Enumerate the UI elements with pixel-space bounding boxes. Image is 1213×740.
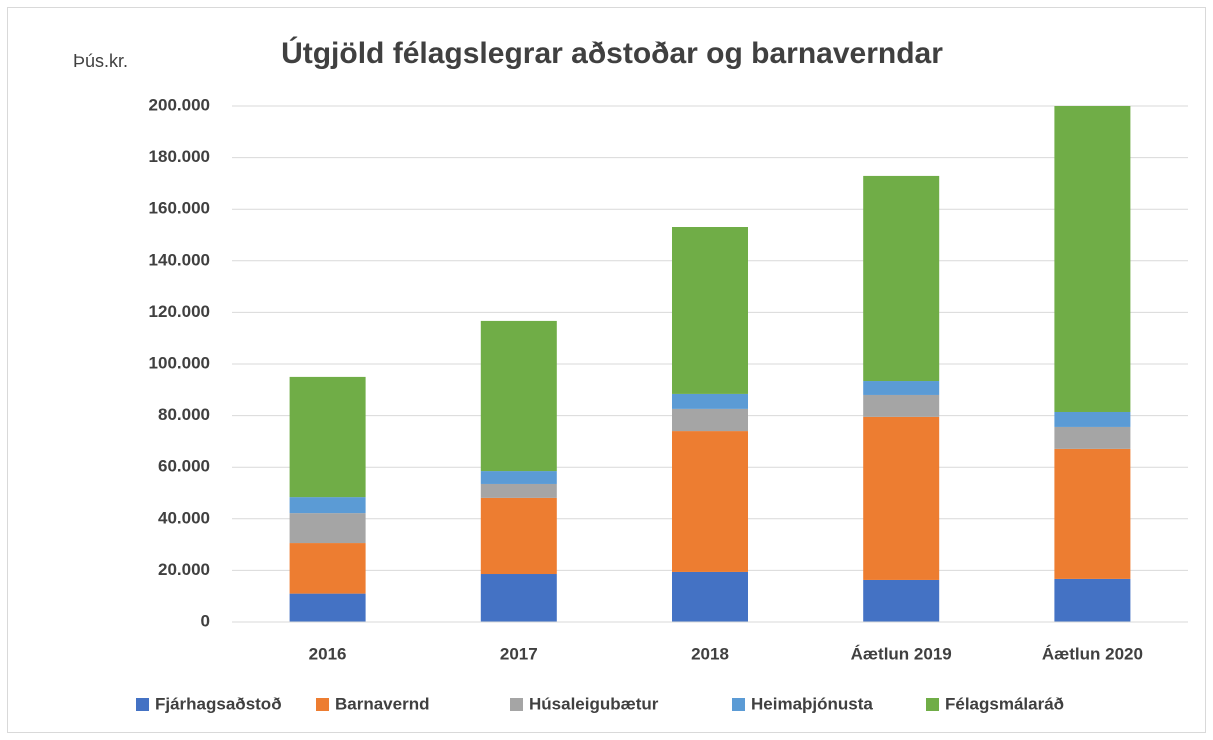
bar-segment (480, 574, 557, 622)
legend-label: Húsaleigubætur (529, 694, 659, 713)
y-tick-label: 100.000 (149, 353, 210, 372)
bar-segment (863, 416, 940, 580)
bar-segment (289, 376, 366, 498)
x-tick-label: Áætlun 2020 (1042, 644, 1143, 663)
bar-segment (289, 593, 366, 622)
bar-segment (672, 227, 748, 394)
bar-segment (1054, 426, 1131, 449)
bar-segment (480, 320, 557, 472)
y-tick-label: 140.000 (149, 250, 210, 269)
legend-label: Félagsmálaráð (945, 694, 1064, 713)
bar-segment (863, 579, 940, 622)
legend-label: Heimaþjónusta (751, 694, 873, 713)
x-tick-label: 2017 (500, 644, 538, 663)
legend-swatch (510, 698, 523, 711)
bar-segment (1054, 578, 1131, 622)
legend-swatch (136, 698, 149, 711)
x-tick-label: 2018 (691, 644, 729, 663)
bar-segment (1054, 448, 1131, 579)
bar-segment (289, 513, 366, 544)
x-tick-label: Áætlun 2019 (851, 644, 952, 663)
bar-segment (672, 408, 748, 432)
y-tick-label: 0 (201, 611, 210, 630)
y-axis-label: Þús.kr. (73, 51, 128, 71)
bar-segment (480, 471, 557, 484)
bar-segment (480, 497, 557, 575)
bar-segment (1054, 106, 1131, 412)
bar-segment (672, 431, 748, 572)
legend-label: Fjárhagsaðstoð (155, 694, 282, 713)
legend-swatch (732, 698, 745, 711)
bar-segment (672, 571, 748, 622)
bar-segment (480, 483, 557, 498)
chart-title: Útgjöld félagslegrar aðstoðar og barnave… (281, 36, 943, 70)
bar-segment (289, 497, 366, 514)
bar-segment (289, 543, 366, 594)
bar-segment (863, 381, 940, 395)
chart-border (7, 7, 1206, 733)
bar-segment (672, 393, 748, 409)
bar-segment (863, 175, 940, 382)
legend-swatch (316, 698, 329, 711)
y-tick-label: 40.000 (158, 508, 210, 527)
legend-label: Barnavernd (335, 694, 429, 713)
x-tick-label: 2016 (309, 644, 347, 663)
y-tick-label: 60.000 (158, 457, 210, 476)
y-tick-label: 20.000 (158, 560, 210, 579)
bar-segment (1054, 411, 1131, 427)
y-tick-label: 200.000 (149, 95, 210, 114)
y-tick-label: 160.000 (149, 199, 210, 218)
y-tick-label: 80.000 (158, 405, 210, 424)
y-tick-label: 180.000 (149, 147, 210, 166)
bar-segment (863, 394, 940, 417)
legend-swatch (926, 698, 939, 711)
y-tick-label: 120.000 (149, 302, 210, 321)
